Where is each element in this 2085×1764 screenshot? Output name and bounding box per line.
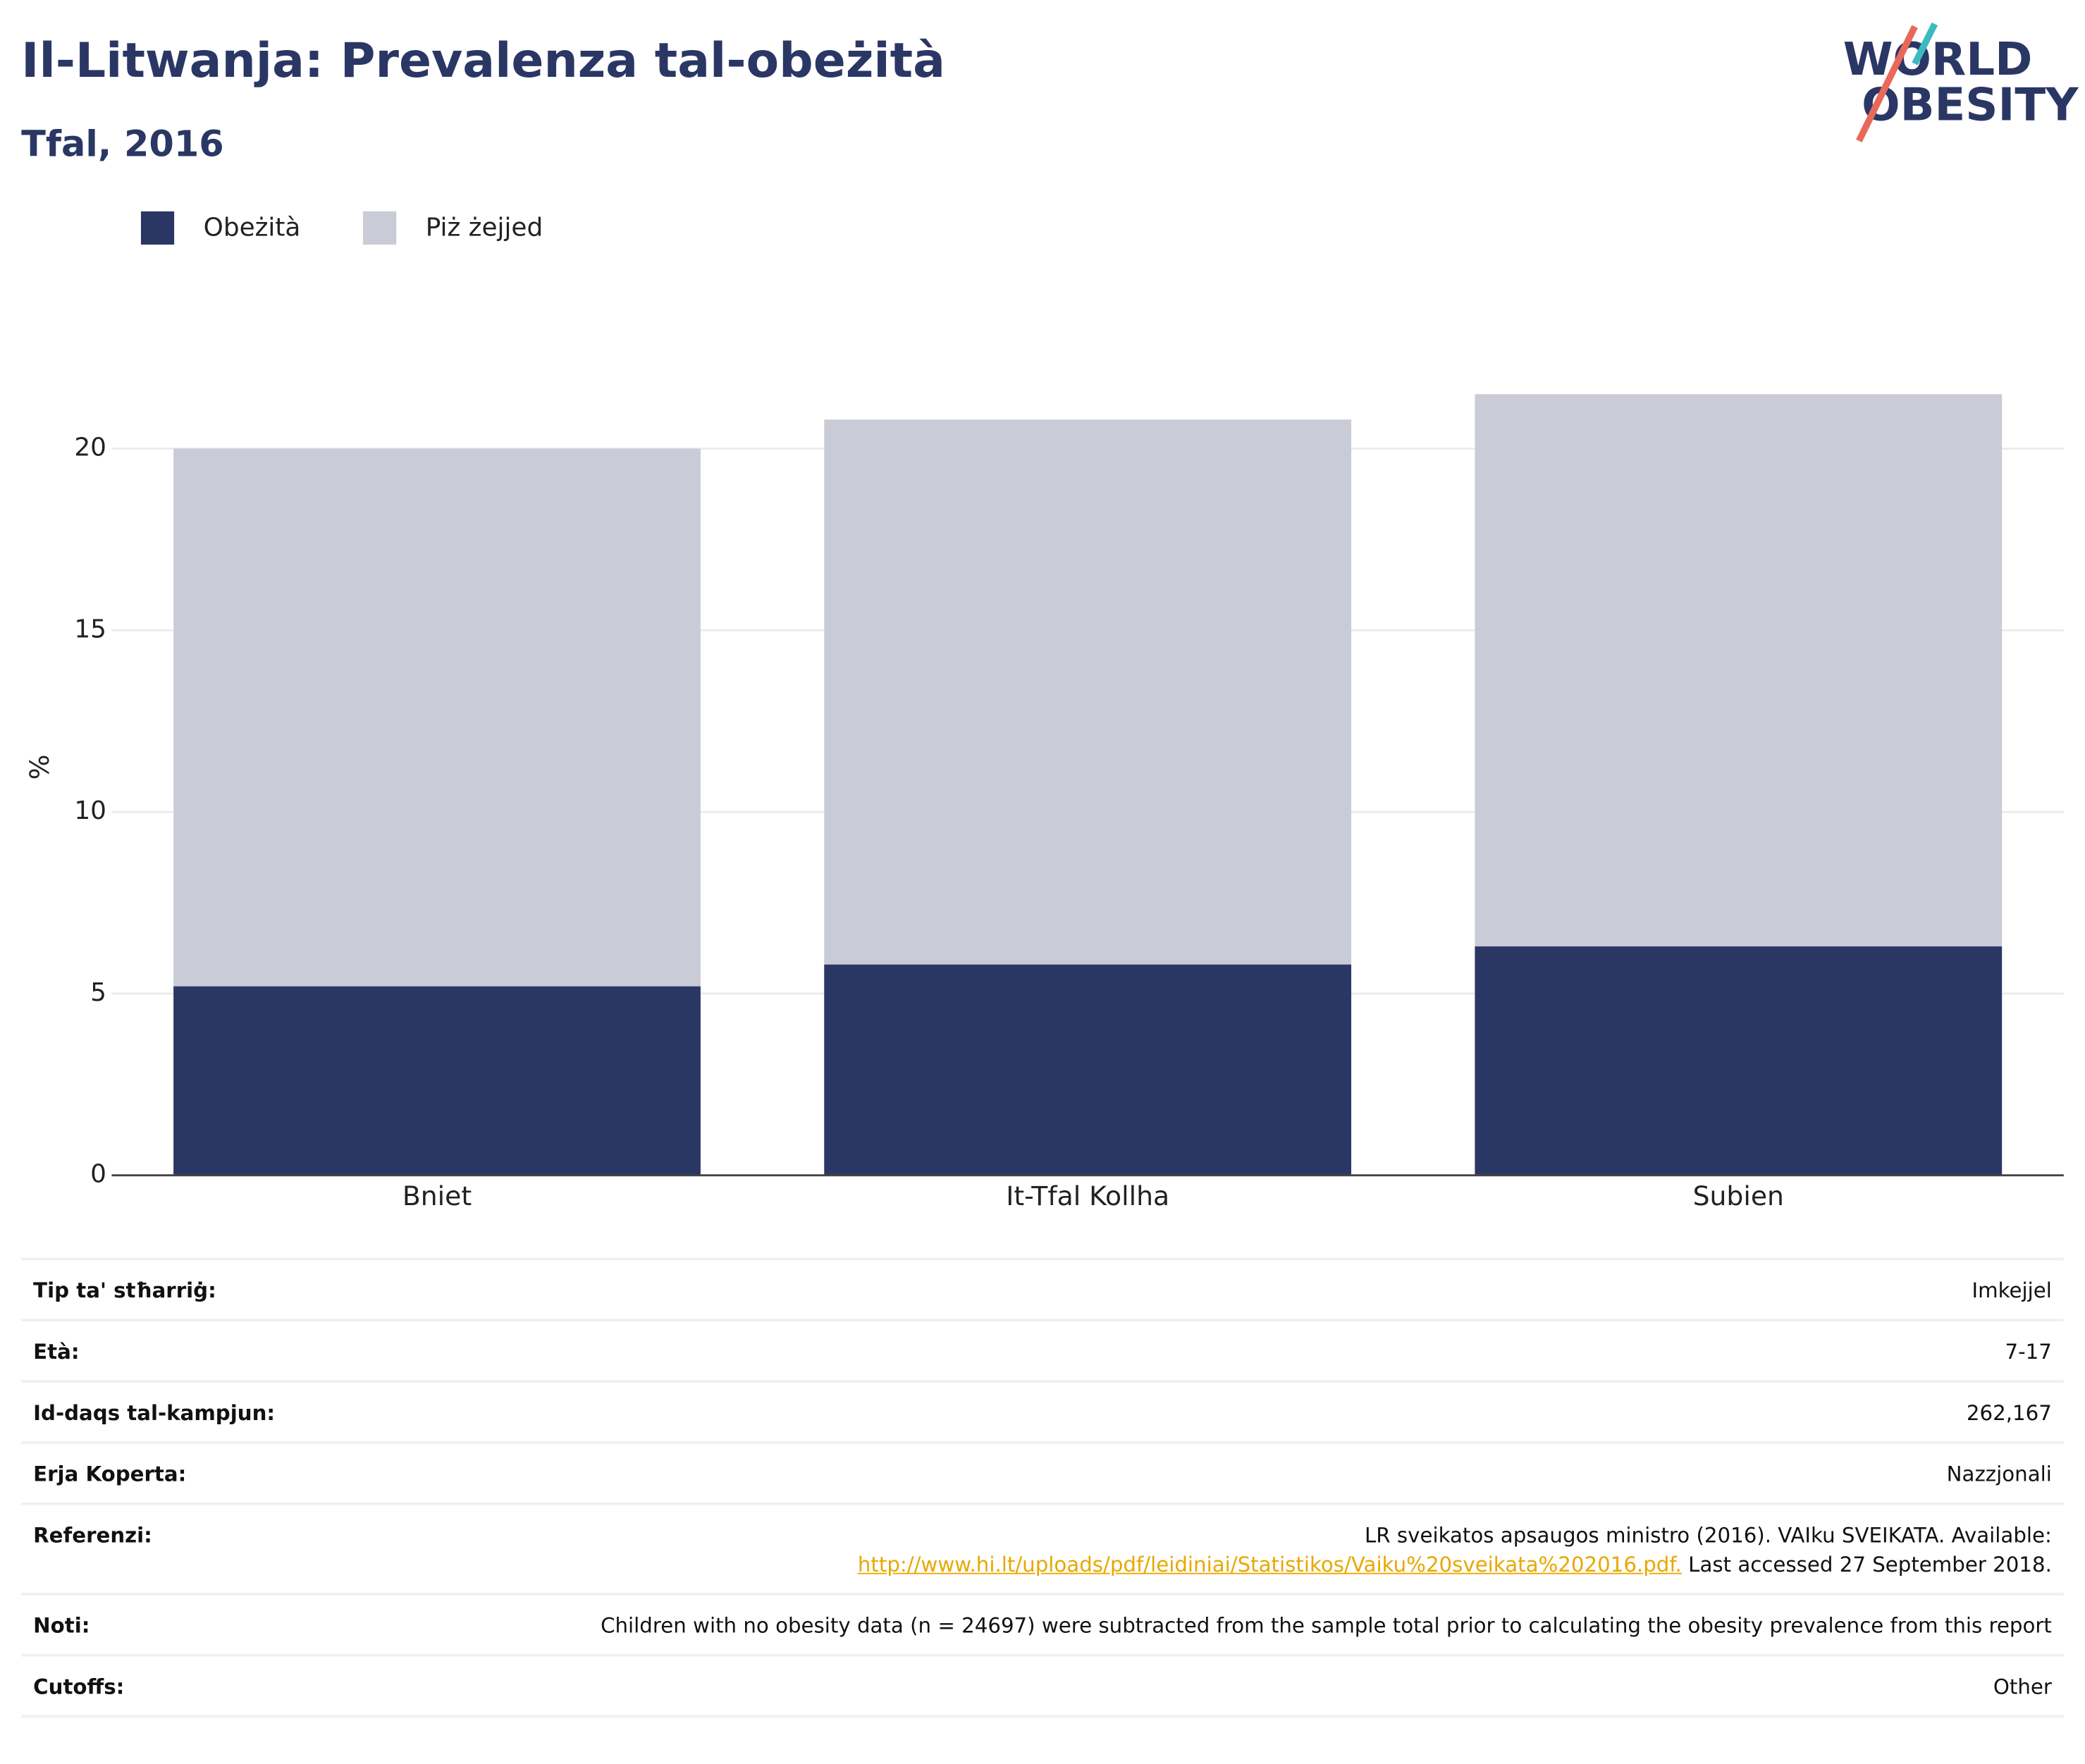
row-value: LR sveikatos apsaugos ministro (2016). V… [858, 1521, 2052, 1579]
row-label: Età: [33, 1340, 80, 1364]
row-value: 7-17 [2005, 1338, 2051, 1367]
chart: Il-Litwanja: Prevalenza tal-obeżità Tfal… [21, 22, 2079, 1211]
logo-slash [1912, 22, 1938, 66]
legend-label: Piż żejjed [426, 213, 543, 242]
logo-slash [1856, 25, 1918, 143]
y-tick-label: 5 [90, 978, 106, 1007]
table-row: Referenzi: LR sveikatos apsaugos ministro… [21, 1502, 2064, 1593]
row-value: Imkejjel [1972, 1276, 2052, 1306]
y-axis-label: % [24, 755, 55, 780]
row-label: Referenzi: [33, 1523, 152, 1548]
info-table: Tip ta' stħarriġ: Imkejjel Età: 7-17 Id-daqs… [21, 1257, 2064, 1718]
table-row: Tip ta' stħarriġ: Imkejjel [21, 1257, 2064, 1319]
row-label: Noti: [33, 1614, 90, 1639]
legend-swatch [140, 211, 175, 245]
row-value: Nazzjonali [1947, 1460, 2052, 1489]
logo-text: WORLD [1843, 33, 2033, 86]
legend-label: Obeżità [204, 213, 301, 242]
chart-title: Il-Litwanja: Prevalenza tal-obeżità [21, 33, 945, 89]
value-text: 262,167 [1966, 1401, 2052, 1426]
value-text: LR sveikatos apsaugos ministro (2016). V… [1365, 1523, 2052, 1548]
row-label: Tip ta' stħarriġ: [33, 1278, 216, 1303]
table-row: Id-daqs tal-kampjun: 262,167 [21, 1380, 2064, 1441]
row-value: 262,167 [1967, 1399, 2052, 1429]
x-tick-label: It-Tfal Kollha [1006, 1180, 1169, 1211]
value-text: 7-17 [2005, 1340, 2052, 1364]
y-tick-label: 10 [74, 796, 106, 825]
value-text: Nazzjonali [1946, 1462, 2052, 1487]
table-row: Noti: Children with no obesity data (n = … [21, 1593, 2064, 1654]
value-text: Other [1993, 1674, 2052, 1699]
x-tick-label: Subien [1693, 1180, 1784, 1211]
row-label: Cutoffs: [33, 1674, 125, 1699]
table-row: Erja Koperta: Nazzjonali [21, 1441, 2064, 1503]
legend-swatch [363, 211, 397, 245]
logo-text: OBESITY [1862, 78, 2079, 131]
row-label: Erja Koperta: [33, 1462, 187, 1487]
y-tick-label: 15 [74, 615, 106, 643]
y-tick-label: 20 [74, 433, 106, 462]
row-label: Id-daqs tal-kampjun: [33, 1401, 276, 1426]
row-value: Other [1993, 1672, 2052, 1702]
table-row: Età: 7-17 [21, 1319, 2064, 1380]
value-text: Children with no obesity data (n = 24697… [601, 1614, 2052, 1639]
chart-subtitle: Tfal, 2016 [21, 124, 224, 166]
reference-link[interactable]: http://www.hi.lt/uploads/pdf/leidiniai/S… [857, 1553, 1682, 1577]
y-tick-label: 0 [90, 1160, 106, 1189]
x-tick-label: Bniet [402, 1180, 472, 1211]
row-value: Children with no obesity data (n = 24697… [601, 1611, 2052, 1641]
value-text: Last accessed 27 September 2018. [1688, 1553, 2052, 1577]
bar [173, 986, 701, 1176]
value-text: Imkejjel [1972, 1278, 2052, 1303]
table-row: Cutoffs: Other [21, 1653, 2064, 1718]
bar [824, 964, 1352, 1176]
bar [1475, 946, 2003, 1176]
